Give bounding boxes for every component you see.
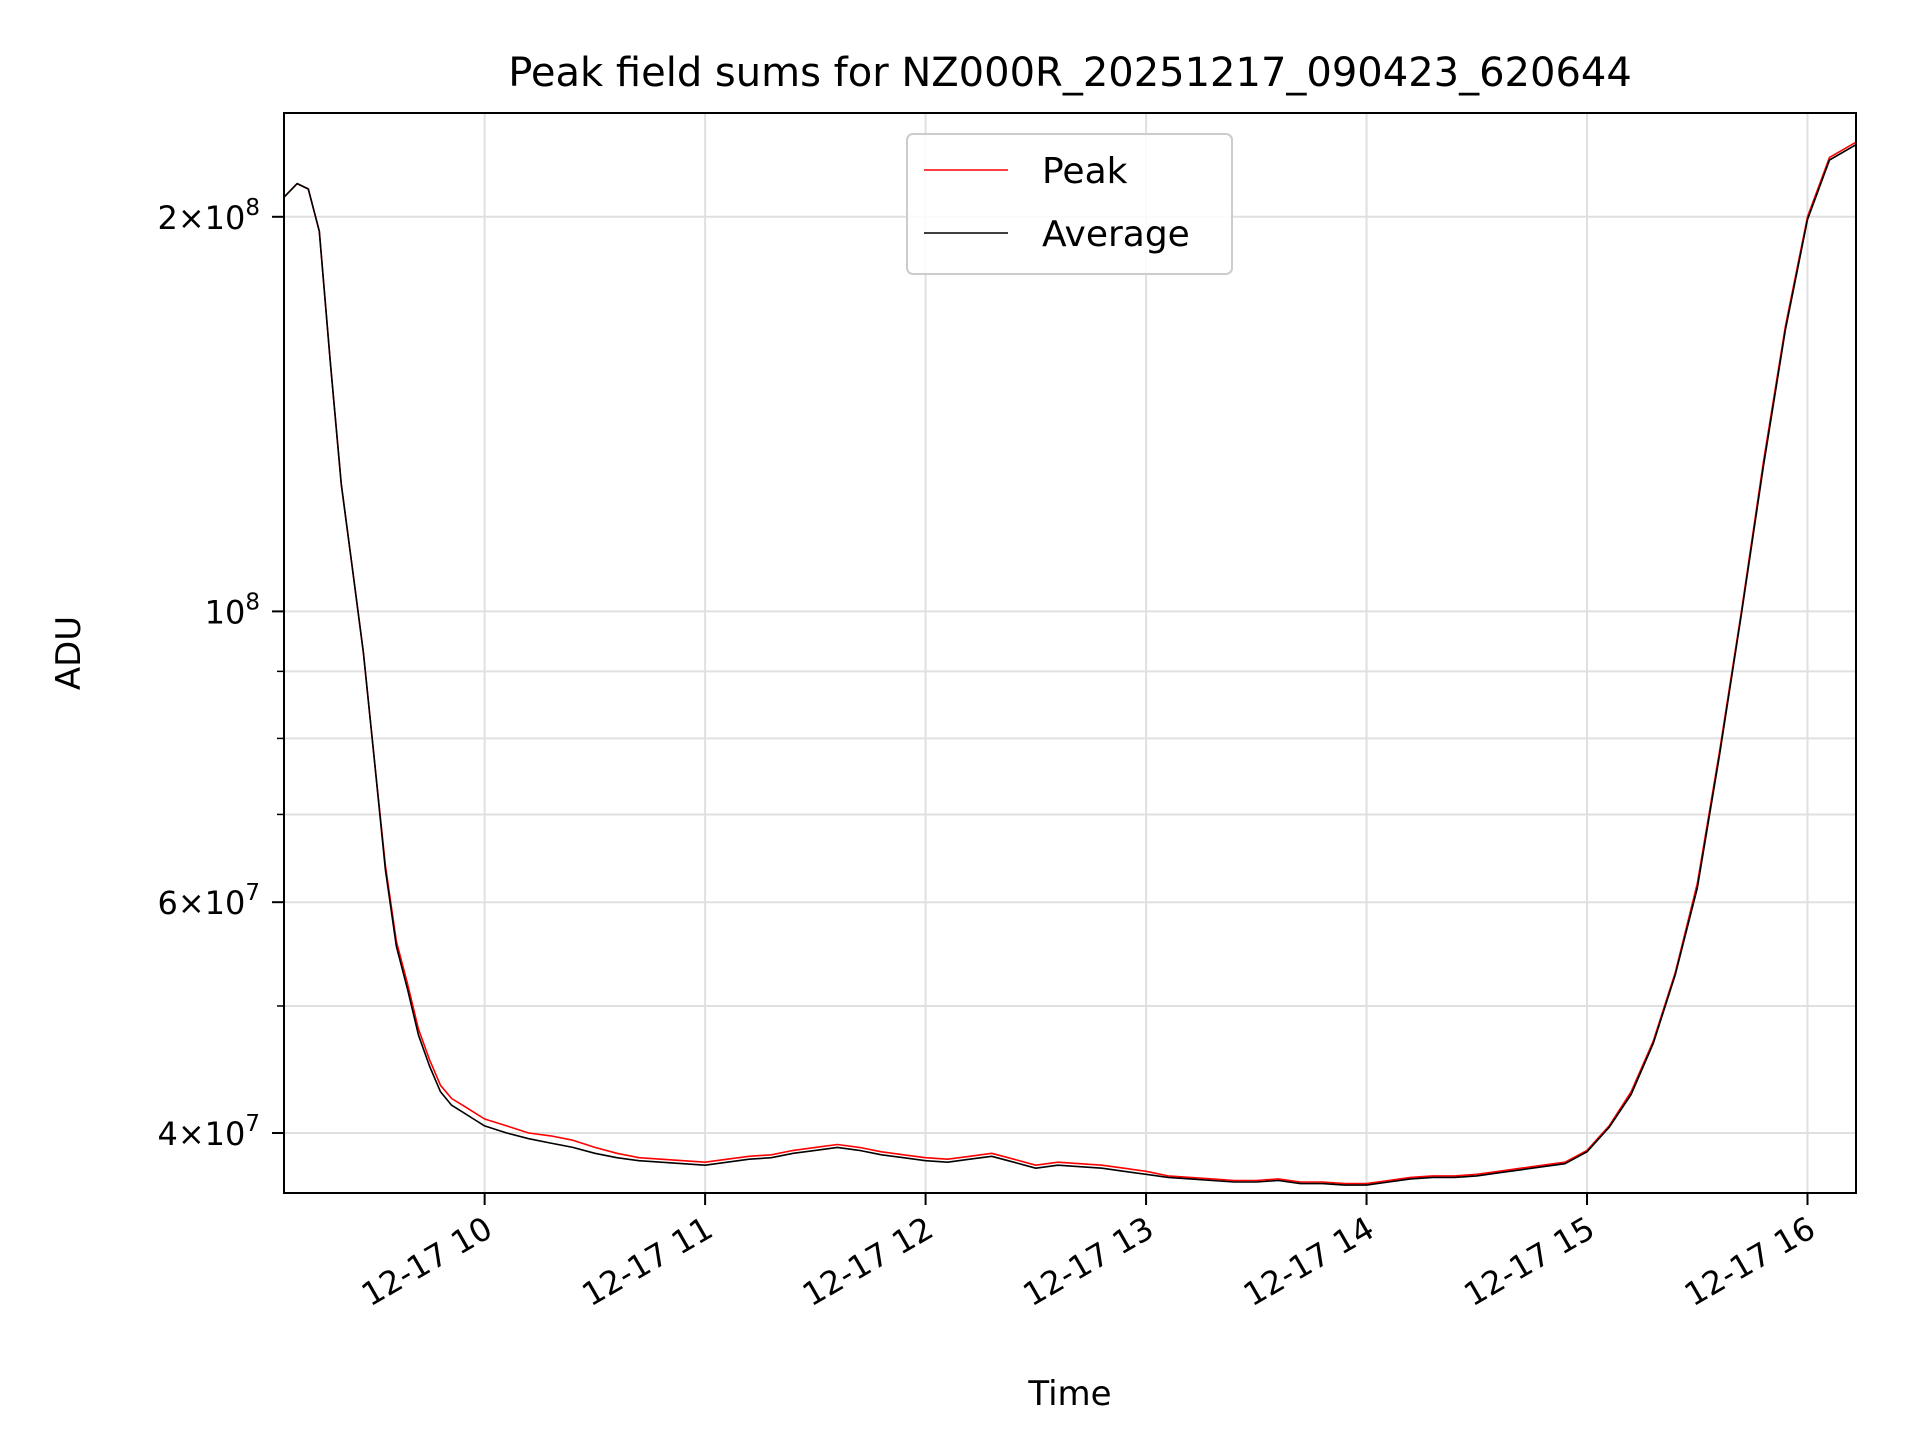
x-axis-label: Time [1027, 1374, 1111, 1414]
plot-frame [283, 112, 1857, 1194]
y-tick-exponent: 8 [245, 195, 260, 221]
legend-average-label: Average [1042, 214, 1190, 255]
y-axis-label: ADU [49, 616, 89, 690]
y-tick-label: 2×108 [157, 195, 260, 237]
y-tick-label: 4×107 [157, 1111, 260, 1153]
legend: Peak Average [906, 133, 1233, 275]
y-tick-label: 108 [205, 589, 260, 631]
y-tick-exponent: 7 [245, 1111, 260, 1137]
y-tick-exponent: 7 [245, 880, 260, 906]
y-tick-base: 4×10 [157, 1115, 245, 1153]
y-tick-base: 2×10 [157, 199, 245, 237]
y-tick-base: 6×10 [157, 884, 245, 922]
series-layer [283, 141, 1857, 1186]
series-line-peak [283, 141, 1857, 1185]
y-tick-exponent: 8 [245, 589, 260, 615]
legend-box [906, 133, 1233, 275]
y-tick-label: 6×107 [157, 880, 260, 922]
chart-title: Peak field sums for NZ000R_20251217_0904… [508, 50, 1632, 96]
y-tick-base: 10 [205, 593, 246, 631]
series-line-average [283, 144, 1857, 1186]
legend-peak-label: Peak [1042, 151, 1128, 192]
